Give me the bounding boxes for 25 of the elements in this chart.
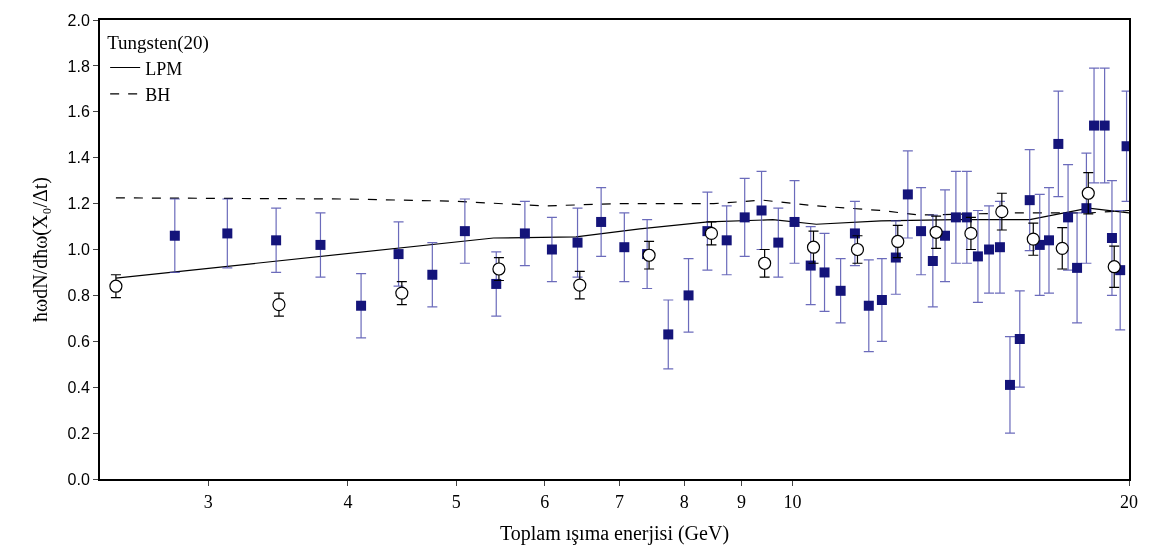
y-tick-label: 1.0 [67, 241, 90, 259]
x-tick-label: 20 [1120, 491, 1138, 512]
legend-title: Tungsten(20) [107, 32, 209, 55]
y-tick-label: 1.6 [67, 103, 90, 121]
x-axis-title: Toplam ışıma enerjisi (GeV) [499, 521, 730, 545]
x-tick-label: 5 [451, 491, 461, 512]
y-axis-title: ħωdN/dħω(X₀/Δt) [28, 176, 52, 323]
y-tick-label: 0.8 [67, 287, 90, 304]
x-tick-label: 3 [203, 491, 213, 512]
y-tick-label: 0.6 [67, 332, 90, 350]
x-tick-label: 4 [343, 491, 353, 512]
legend-label: BH [145, 84, 171, 105]
legend-label: LPM [145, 58, 183, 79]
y-tick-label: 0.2 [67, 424, 90, 442]
x-tick-label: 10 [783, 491, 802, 512]
y-tick-label: 0.4 [67, 378, 90, 396]
y-tick-label: 2.0 [67, 11, 90, 29]
x-tick-label: 6 [540, 491, 550, 512]
x-tick-label: 8 [679, 491, 689, 512]
x-tick-label: 9 [736, 491, 746, 512]
y-tick-label: 1.8 [67, 57, 90, 75]
y-tick-label: 0.0 [67, 470, 90, 488]
y-tick-label: 1.2 [67, 195, 90, 213]
y-tick-label: 1.4 [67, 149, 90, 167]
x-tick-label: 7 [615, 491, 624, 512]
